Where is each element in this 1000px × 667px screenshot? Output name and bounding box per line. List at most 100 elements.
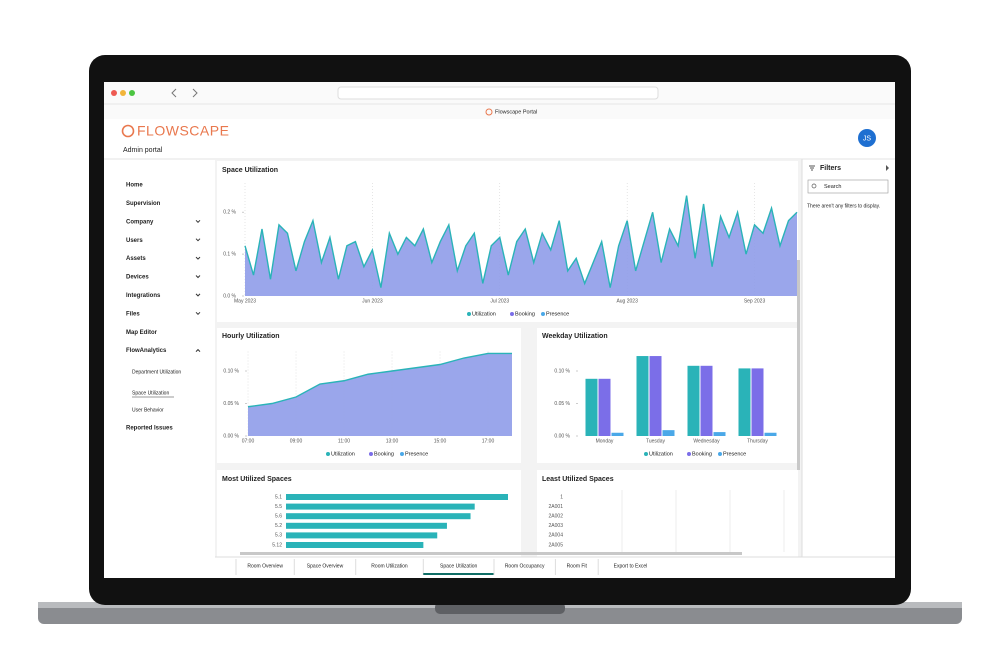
bar xyxy=(687,365,700,436)
nav-item[interactable]: Home xyxy=(126,183,143,189)
nav-item[interactable]: Assets xyxy=(126,256,146,262)
bar xyxy=(585,378,598,436)
bar xyxy=(751,368,764,436)
nav-item[interactable]: Users xyxy=(126,238,143,244)
legend-dot xyxy=(541,312,545,316)
close[interactable] xyxy=(111,90,117,96)
line xyxy=(244,195,798,288)
maximize[interactable] xyxy=(129,90,135,96)
y-tick-label: 5.5 xyxy=(275,504,282,510)
area xyxy=(245,195,797,296)
filters-title: Filters xyxy=(820,165,841,172)
subtitle: Admin portal xyxy=(123,147,163,154)
y-tick-label: 5.6 xyxy=(275,514,282,520)
filters-empty: There aren't any filters to display. xyxy=(807,203,880,209)
legend-label: Utilization xyxy=(649,451,673,457)
y-tick-label: 0.00 % xyxy=(554,433,570,439)
y-tick-label: 2A004 xyxy=(549,533,564,539)
card-title: Least Utilized Spaces xyxy=(542,476,614,483)
bar xyxy=(738,368,751,436)
x-tick-label: Jul 2023 xyxy=(490,298,509,304)
y-tick-label: 0.0 % xyxy=(223,293,236,299)
x-tick-label: Jun 2023 xyxy=(362,298,383,304)
favicon xyxy=(485,108,493,116)
card-title: Most Utilized Spaces xyxy=(222,476,292,483)
logo-mark xyxy=(121,124,135,138)
chevron xyxy=(195,275,201,279)
legend-label: Booking xyxy=(374,451,394,457)
legend-dot xyxy=(467,312,471,316)
minimize[interactable] xyxy=(120,90,126,96)
avatar[interactable] xyxy=(858,129,876,147)
nav-item[interactable]: Reported Issues xyxy=(126,426,173,432)
bar xyxy=(286,542,424,548)
y-tick-label: 5.12 xyxy=(272,542,282,548)
x-tick-label: 09:00 xyxy=(290,438,303,444)
card-title: Hourly Utilization xyxy=(222,333,280,340)
legend-dot xyxy=(326,452,330,456)
chevron xyxy=(195,348,201,352)
chevron xyxy=(195,293,201,297)
y-tick-label: 2A005 xyxy=(549,542,564,548)
legend-dot xyxy=(369,452,373,456)
y-tick-label: 2A001 xyxy=(549,504,564,510)
y-tick-label: 1 xyxy=(560,494,563,500)
x-tick-label: Aug 2023 xyxy=(616,298,638,304)
y-tick-label: 5.1 xyxy=(275,494,282,500)
bar xyxy=(286,503,475,510)
nav-sub-item[interactable]: Department Utilization xyxy=(132,369,181,375)
filter-icon xyxy=(809,165,815,171)
bar xyxy=(611,432,624,436)
line xyxy=(247,352,512,408)
nav-item[interactable]: FlowAnalytics xyxy=(126,348,167,354)
nav-item[interactable]: Map Editor xyxy=(126,330,158,336)
nav-item[interactable]: Devices xyxy=(126,275,149,281)
address-bar[interactable] xyxy=(337,86,659,100)
nav-sub-item[interactable]: User Behavior xyxy=(132,407,164,413)
search-icon xyxy=(811,183,817,189)
tab[interactable]: Room Overview xyxy=(247,563,283,569)
logo: FLOWSCAPE xyxy=(137,123,229,139)
nav-item[interactable]: Files xyxy=(126,311,140,317)
nav-sub-item[interactable]: Space Utilization xyxy=(132,390,169,396)
x-tick-label: 07:00 xyxy=(242,438,255,444)
legend-label: Booking xyxy=(515,311,535,317)
tab[interactable]: Room Fit xyxy=(567,563,588,569)
x-tick-label: Thursday xyxy=(747,438,768,444)
collapse[interactable] xyxy=(886,165,889,171)
x-tick-label: May 2023 xyxy=(234,298,256,304)
tab[interactable]: Space Utilization xyxy=(440,563,477,569)
bar xyxy=(649,356,662,436)
card-title: Space Utilization xyxy=(222,167,278,174)
nav-item[interactable]: Supervision xyxy=(126,201,161,207)
y-tick-label: 5.2 xyxy=(275,523,282,529)
tab[interactable]: Room Occupancy xyxy=(505,563,545,569)
bar xyxy=(286,494,508,500)
tab[interactable]: Room Utilization xyxy=(371,563,408,569)
nav-item[interactable]: Company xyxy=(126,219,154,225)
x-tick-label: 11:00 xyxy=(338,438,350,444)
bar xyxy=(286,522,447,529)
legend-dot xyxy=(400,452,404,456)
scrollbar[interactable] xyxy=(797,260,800,470)
tab[interactable]: Export to Excel xyxy=(614,563,648,569)
scrollbar[interactable] xyxy=(240,552,742,555)
bar xyxy=(662,430,675,436)
y-tick-label: 2A003 xyxy=(549,523,564,529)
y-tick-label: 0.10 % xyxy=(223,368,239,374)
chevron xyxy=(195,256,201,260)
nav-arrows[interactable] xyxy=(171,88,198,98)
x-tick-label: Tuesday xyxy=(646,438,665,444)
bar xyxy=(286,532,438,539)
y-tick-label: 2A002 xyxy=(549,514,564,520)
nav-item[interactable]: Integrations xyxy=(126,293,161,299)
legend-label: Utilization xyxy=(331,451,355,457)
bar xyxy=(286,513,471,520)
legend-dot xyxy=(510,312,514,316)
x-tick-label: 17:00 xyxy=(482,438,495,444)
search-box[interactable] xyxy=(807,179,889,194)
bar xyxy=(713,432,726,436)
tab[interactable]: Space Overview xyxy=(307,563,344,569)
legend-label: Presence xyxy=(405,451,428,457)
legend-dot xyxy=(687,452,691,456)
